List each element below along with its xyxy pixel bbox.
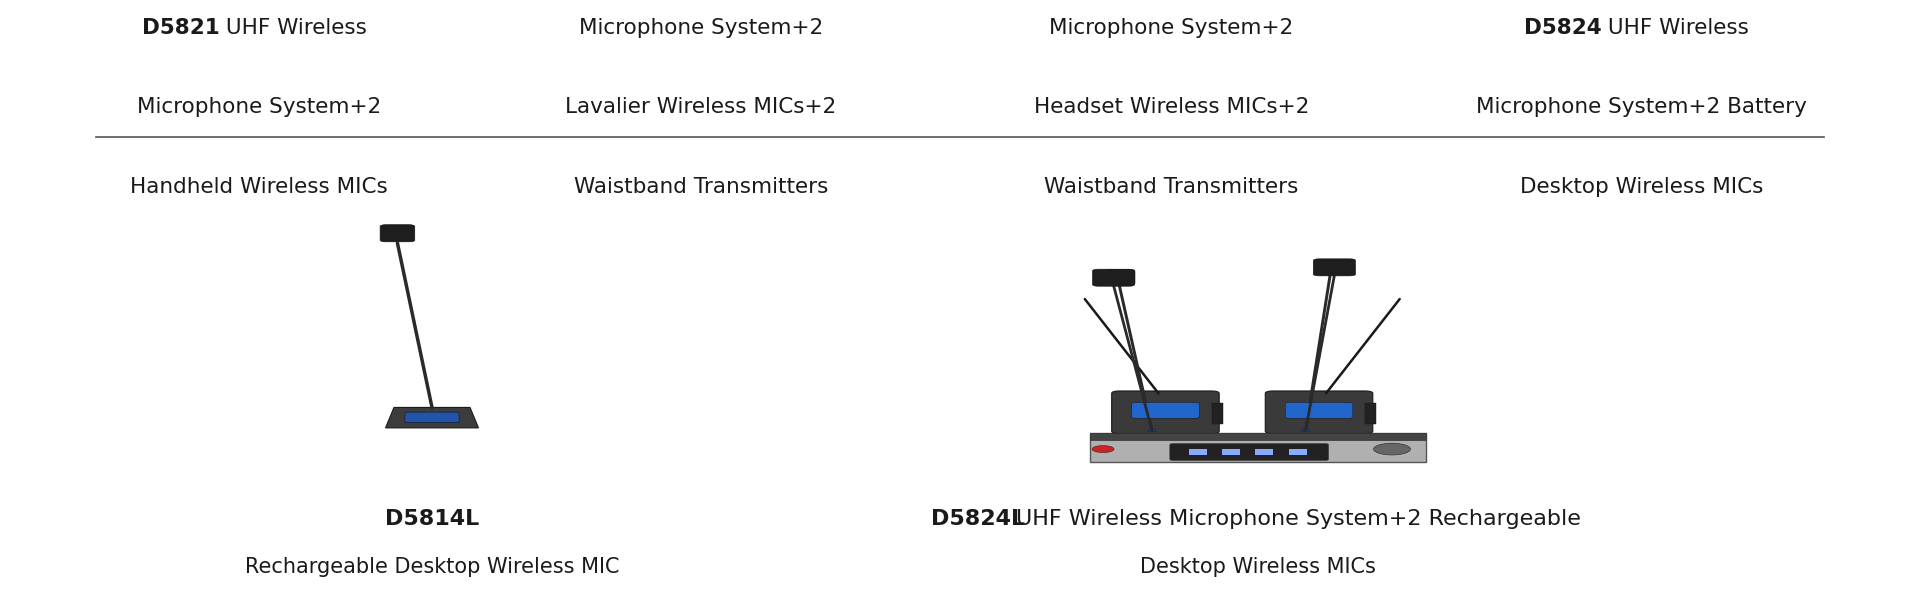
FancyBboxPatch shape: [1131, 403, 1200, 418]
Text: Waistband Transmitters: Waistband Transmitters: [574, 177, 828, 197]
Text: D5821: D5821: [142, 18, 219, 38]
Circle shape: [1373, 443, 1411, 455]
Text: D5824L: D5824L: [931, 509, 1025, 529]
FancyBboxPatch shape: [380, 225, 415, 242]
Text: Lavalier Wireless MICs+2: Lavalier Wireless MICs+2: [564, 97, 837, 118]
Text: Waistband Transmitters: Waistband Transmitters: [1044, 177, 1298, 197]
FancyBboxPatch shape: [1112, 391, 1219, 434]
FancyBboxPatch shape: [1104, 270, 1135, 285]
FancyBboxPatch shape: [1302, 429, 1309, 432]
FancyBboxPatch shape: [1169, 443, 1329, 460]
Text: Rechargeable Desktop Wireless MIC: Rechargeable Desktop Wireless MIC: [244, 557, 620, 577]
FancyBboxPatch shape: [405, 412, 459, 423]
Text: D5824: D5824: [1524, 18, 1601, 38]
Text: UHF Wireless: UHF Wireless: [219, 18, 367, 38]
Text: UHF Wireless Microphone System+2 Rechargeable: UHF Wireless Microphone System+2 Recharg…: [1016, 509, 1582, 529]
Text: Microphone System+2 Battery: Microphone System+2 Battery: [1476, 97, 1807, 118]
FancyBboxPatch shape: [1256, 449, 1273, 455]
FancyBboxPatch shape: [1284, 403, 1354, 418]
Text: Handheld Wireless MICs: Handheld Wireless MICs: [131, 177, 388, 197]
Polygon shape: [386, 407, 478, 428]
Text: Microphone System+2: Microphone System+2: [1048, 18, 1294, 38]
FancyBboxPatch shape: [1315, 259, 1346, 275]
Text: UHF Wireless: UHF Wireless: [1601, 18, 1749, 38]
FancyBboxPatch shape: [1365, 403, 1377, 424]
FancyBboxPatch shape: [1148, 429, 1156, 432]
FancyBboxPatch shape: [1288, 449, 1308, 455]
Text: Desktop Wireless MICs: Desktop Wireless MICs: [1521, 177, 1763, 197]
Circle shape: [1092, 446, 1114, 452]
FancyBboxPatch shape: [1089, 433, 1425, 440]
FancyBboxPatch shape: [1313, 259, 1356, 276]
Text: Headset Wireless MICs+2: Headset Wireless MICs+2: [1033, 97, 1309, 118]
FancyBboxPatch shape: [1221, 449, 1240, 455]
Text: Microphone System+2: Microphone System+2: [578, 18, 824, 38]
Text: D5814L: D5814L: [384, 509, 480, 529]
FancyBboxPatch shape: [1212, 403, 1223, 424]
Text: Desktop Wireless MICs: Desktop Wireless MICs: [1140, 557, 1375, 577]
FancyBboxPatch shape: [1265, 391, 1373, 434]
Text: Microphone System+2: Microphone System+2: [136, 97, 382, 118]
FancyBboxPatch shape: [1092, 269, 1135, 286]
FancyBboxPatch shape: [1089, 433, 1425, 462]
FancyBboxPatch shape: [1188, 449, 1208, 455]
